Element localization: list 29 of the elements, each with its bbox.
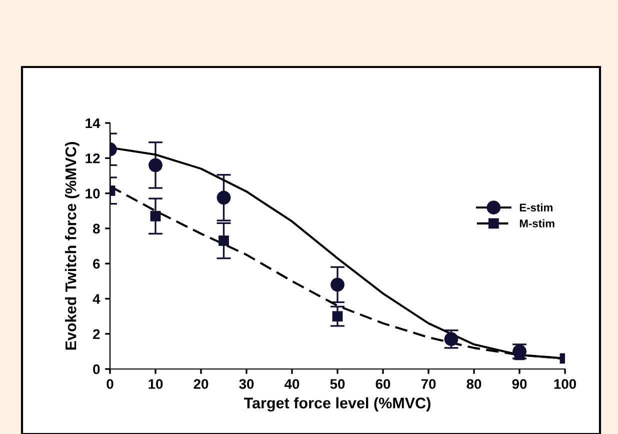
point (216, 190, 231, 205)
legend-label: M-stim (520, 219, 554, 228)
y-tick-label: 12 (86, 153, 100, 164)
x-tick-label: 40 (284, 379, 300, 389)
x-tick-label: 20 (194, 379, 208, 389)
y-tick-label: 0 (93, 364, 100, 374)
x-tick-label: 0 (106, 379, 114, 389)
y-tick-label: 6 (93, 258, 100, 269)
x-tick-label: 60 (376, 379, 390, 389)
point (150, 210, 161, 222)
point (218, 236, 229, 246)
y-axis-title: Evoked Twitch force (%MVC) (65, 142, 80, 350)
x-tick-label: 100 (554, 379, 576, 389)
y-tick-label: 2 (93, 329, 100, 339)
x-tick-label: 50 (330, 379, 345, 389)
x-tick-label: 80 (466, 379, 482, 389)
legend-label: E-stim (520, 203, 552, 212)
x-tick-label: 90 (512, 379, 527, 389)
point (148, 158, 162, 172)
x-axis-title: Target force level (%MVC) (244, 397, 430, 412)
point (330, 278, 344, 292)
x-tick-label: 70 (421, 379, 436, 389)
y-tick-label: 8 (92, 224, 100, 234)
point (332, 311, 343, 322)
y-tick-label: 4 (92, 294, 100, 304)
x-tick-label: 30 (239, 379, 254, 389)
x-tick-label: 10 (148, 379, 163, 389)
y-tick-label: 14 (86, 118, 100, 128)
y-tick-label: 10 (86, 188, 100, 198)
